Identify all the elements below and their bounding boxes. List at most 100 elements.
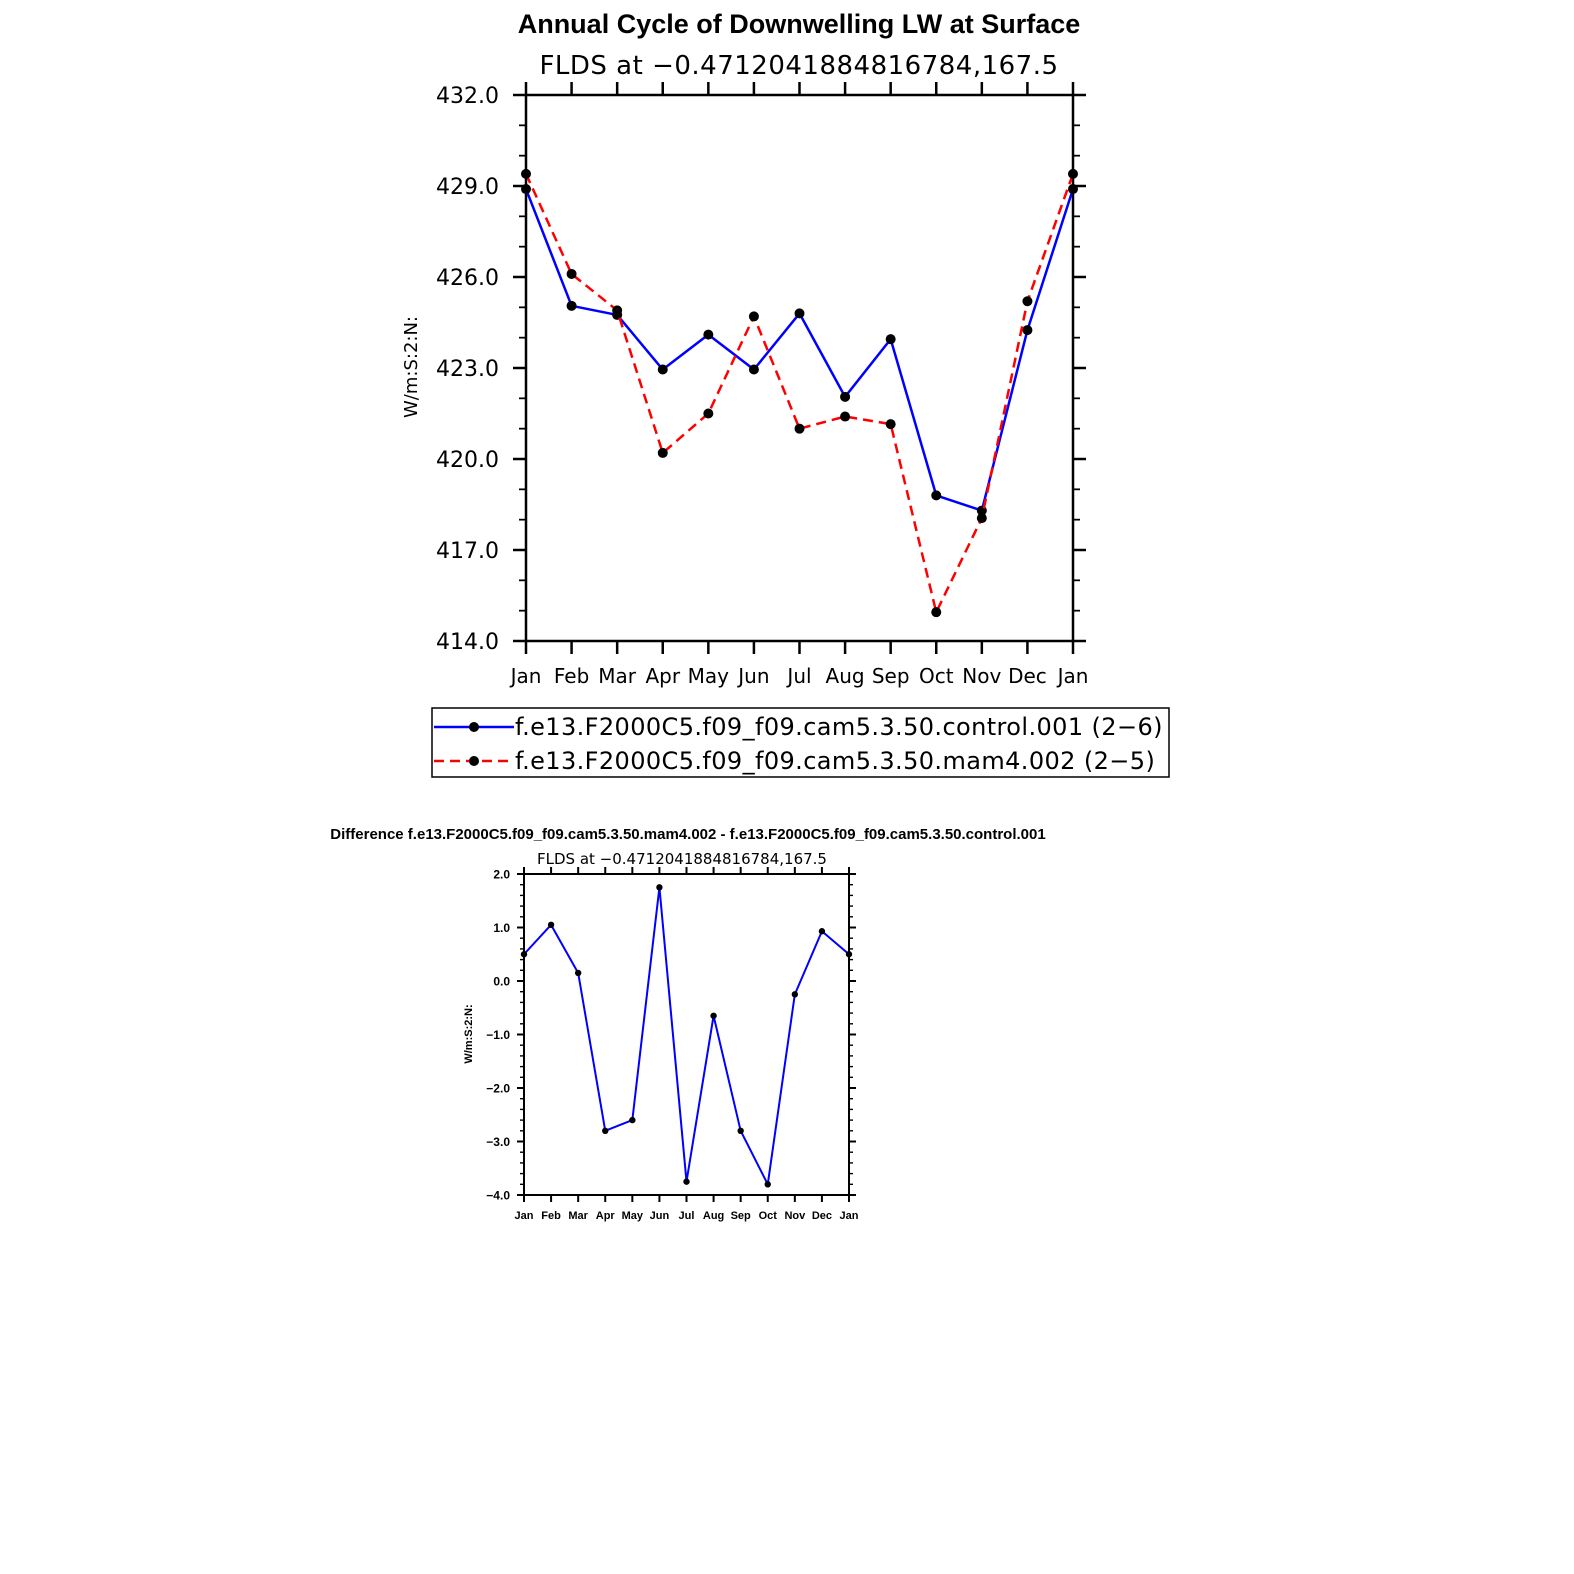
y-tick-label: 432.0: [436, 84, 499, 109]
data-point-series-1: [931, 607, 942, 618]
data-point-series-0: [574, 969, 582, 977]
y-tick-label: −2.0: [486, 1081, 510, 1095]
data-point-series-1: [840, 411, 851, 422]
legend-entry-mam4: f.e13.F2000C5.f09_f09.cam5.3.50.mam4.002…: [434, 747, 1155, 775]
x-tick-label: Aug: [826, 664, 865, 688]
y-tick-label: −1.0: [486, 1028, 510, 1042]
plot-frame: [524, 93, 1075, 643]
data-point-series-1: [521, 168, 531, 179]
data-point-series-0: [703, 329, 714, 340]
data-point-series-1: [748, 311, 759, 322]
x-tick-label: Jul: [679, 1210, 695, 1222]
diff-y-axis-label: W/m:S:2:N:: [463, 1004, 475, 1063]
legend: f.e13.F2000C5.f09_f09.cam5.3.50.control.…: [431, 707, 1170, 778]
y-tick-label: 426.0: [436, 266, 499, 291]
data-point-series-0: [885, 334, 896, 345]
y-axis-label: W/m:S:2:N:: [401, 316, 422, 418]
legend-entry-control: f.e13.F2000C5.f09_f09.cam5.3.50.control.…: [434, 713, 1163, 741]
x-tick-label: Dec: [1008, 664, 1047, 688]
y-tick-label: 0.0: [493, 974, 510, 988]
x-tick-label: Oct: [759, 1210, 778, 1222]
data-point-series-1: [566, 268, 577, 279]
x-tick-label: May: [622, 1210, 644, 1222]
x-tick-label: Sep: [872, 664, 910, 688]
data-point-series-1: [703, 408, 714, 419]
annual-cycle-chart: Annual Cycle of Downwelling LW at Surfac…: [401, 9, 1170, 778]
x-tick-label: Jan: [515, 1210, 534, 1222]
data-point-series-0: [710, 1012, 717, 1019]
data-point-series-0: [818, 928, 826, 935]
data-point-series-0: [521, 184, 531, 195]
x-tick-label: Nov: [962, 664, 1001, 688]
data-point-series-0: [737, 1127, 744, 1135]
y-tick-label: 423.0: [436, 357, 499, 382]
data-point-series-1: [612, 305, 623, 316]
x-tick-label: Oct: [919, 664, 954, 688]
x-tick-label: Feb: [541, 1210, 561, 1222]
data-point-series-0: [520, 951, 528, 958]
diff-chart-title: Difference f.e13.F2000C5.f09_f09.cam5.3.…: [330, 826, 1045, 843]
data-point-series-0: [1022, 325, 1033, 336]
x-tick-label: Nov: [784, 1210, 806, 1222]
x-tick-label: Jan: [840, 1210, 859, 1222]
x-tick-label: Apr: [645, 664, 680, 688]
legend-marker-mam4: [469, 756, 479, 766]
x-tick-label: Jan: [1056, 664, 1089, 688]
y-tick-label: 429.0: [436, 175, 499, 200]
legend-marker-control: [469, 722, 479, 732]
series-line-1: [524, 173, 1075, 614]
data-point-series-0: [657, 364, 668, 375]
chart-title: Annual Cycle of Downwelling LW at Surfac…: [518, 9, 1081, 39]
data-point-series-0: [602, 1127, 609, 1135]
x-tick-label: Feb: [554, 664, 589, 688]
data-point-series-0: [683, 1178, 690, 1185]
chart-subtitle: FLDS at −0.4712041884816784,167.5: [539, 51, 1058, 81]
x-tick-label: Jul: [785, 664, 811, 688]
y-tick-label: 1.0: [493, 921, 510, 935]
x-tick-label: Dec: [812, 1210, 832, 1222]
data-point-series-0: [748, 364, 759, 375]
data-point-series-1: [657, 447, 668, 458]
plot-frame: [523, 873, 850, 1196]
x-tick-label: Mar: [568, 1210, 588, 1222]
legend-box: [431, 707, 1170, 778]
y-tick-label: −3.0: [486, 1135, 510, 1149]
x-tick-label: Apr: [596, 1210, 616, 1222]
x-tick-label: Jun: [650, 1210, 670, 1222]
data-point-series-1: [885, 419, 896, 430]
diff-plot-area: −4.0 −3.0 −2.0 −1.0 0.0 1.0 2.0 Jan Feb Mar Apr May…: [486, 867, 859, 1222]
data-point-series-0: [931, 490, 942, 501]
data-point-series-0: [845, 951, 853, 958]
y-tick-label: −4.0: [486, 1188, 510, 1202]
data-point-series-0: [547, 921, 555, 929]
data-point-series-0: [840, 391, 851, 402]
x-tick-label: Jun: [736, 664, 769, 688]
data-point-series-0: [629, 1116, 636, 1124]
data-point-series-1: [976, 513, 987, 524]
data-point-series-0: [1068, 184, 1078, 195]
x-tick-label: Sep: [731, 1210, 751, 1222]
legend-label-mam4: f.e13.F2000C5.f09_f09.cam5.3.50.mam4.002…: [515, 747, 1155, 775]
data-point-series-1: [794, 423, 805, 434]
y-tick-label: 417.0: [436, 539, 499, 564]
x-tick-label: Aug: [703, 1210, 724, 1222]
data-point-series-0: [764, 1181, 771, 1188]
y-tick-label: 420.0: [436, 448, 499, 473]
y-tick-label: 2.0: [493, 867, 510, 881]
data-point-series-1: [1022, 296, 1033, 307]
x-tick-label: Mar: [598, 664, 637, 688]
y-tick-label: 414.0: [436, 630, 499, 655]
data-point-series-0: [791, 991, 799, 998]
plot-area: 414.0 417.0 420.0 423.0 426.0 429.0 432.0 Jan Fe…: [436, 82, 1088, 688]
data-point-series-0: [656, 884, 663, 891]
x-tick-label: May: [688, 664, 730, 688]
series-line-0: [524, 188, 1075, 512]
x-tick-label: Jan: [509, 664, 542, 688]
data-point-series-0: [566, 300, 577, 311]
data-point-series-0: [794, 308, 805, 319]
difference-chart: Difference f.e13.F2000C5.f09_f09.cam5.3.…: [330, 826, 1045, 1222]
diff-chart-subtitle: FLDS at −0.4712041884816784,167.5: [537, 850, 827, 868]
legend-label-control: f.e13.F2000C5.f09_f09.cam5.3.50.control.…: [515, 713, 1163, 741]
data-point-series-1: [1068, 168, 1078, 179]
